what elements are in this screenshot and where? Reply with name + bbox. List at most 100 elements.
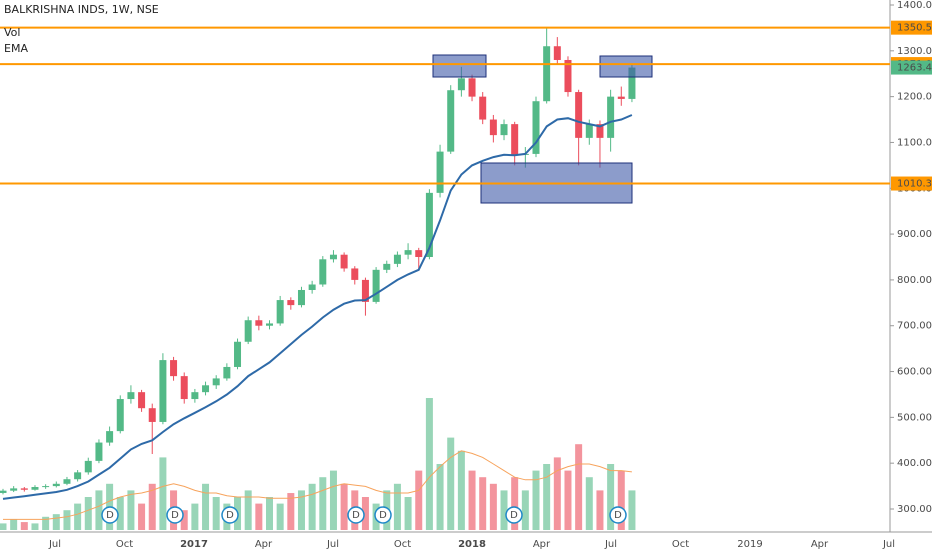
volume-bar <box>148 483 156 530</box>
level-tag <box>891 20 932 35</box>
volume-bar <box>297 490 305 530</box>
y-tick-label: 700.00 <box>897 321 932 332</box>
volume-bar <box>628 490 636 530</box>
x-tick-label: Jul <box>604 539 617 550</box>
candle-body <box>84 460 92 473</box>
y-tick-label: 1200.00 <box>897 92 932 103</box>
candle-body <box>287 300 295 306</box>
y-tick-label: 300.00 <box>897 504 932 515</box>
chart-title: BALKRISHNA INDS, 1W, NSE <box>4 3 159 16</box>
volume-bar <box>116 497 124 530</box>
volume-bar <box>191 503 199 530</box>
dividend-marker <box>101 506 119 524</box>
volume-bar <box>31 523 39 530</box>
volume-bar <box>84 497 92 530</box>
candle-body <box>255 320 263 326</box>
ema-line <box>2 114 633 500</box>
dividend-label: D <box>510 510 518 521</box>
candle-body <box>361 279 369 302</box>
volume-bar <box>244 490 252 530</box>
candle-body <box>329 254 337 260</box>
candle-body <box>479 96 487 120</box>
candle-body <box>212 378 220 386</box>
y-tick-label: 1300.00 <box>897 46 932 57</box>
volume-ma-line <box>3 450 632 520</box>
indicator-label: Vol <box>4 26 20 39</box>
candle-body <box>628 67 636 99</box>
volume-bar <box>308 483 316 530</box>
candle-body <box>95 442 103 461</box>
candle-body <box>138 392 146 409</box>
volume-bar <box>479 477 487 530</box>
candle-body <box>404 250 412 255</box>
volume-bar <box>511 477 519 530</box>
candle-body <box>31 487 39 490</box>
volume-bar <box>127 490 135 530</box>
candle-body <box>191 392 199 400</box>
candle-body <box>308 284 316 290</box>
volume-bar <box>425 398 433 530</box>
volume-bar <box>0 523 7 530</box>
x-tick-label: Jul <box>326 539 339 550</box>
overlay: 1350.551271.051010.351263.45DDDDDDD <box>0 20 932 524</box>
volume-bar <box>95 490 103 530</box>
candle-body <box>553 46 561 60</box>
volume-bar <box>159 457 167 530</box>
dividend-marker <box>347 506 365 524</box>
candle-body <box>457 78 465 91</box>
volume-bar <box>266 497 273 530</box>
volume-bar <box>543 464 551 530</box>
candle-body <box>20 488 28 490</box>
volume-bar <box>212 497 220 530</box>
volume-bar <box>340 483 348 530</box>
volume-bar <box>500 490 508 530</box>
volume-bar <box>74 503 82 530</box>
dividend-label: D <box>226 510 234 521</box>
volume-bar <box>532 470 540 530</box>
candle-body <box>468 78 476 97</box>
y-tick-label: 600.00 <box>897 367 932 378</box>
volume-bar <box>361 497 369 530</box>
volume-bar <box>596 490 604 530</box>
candle-body <box>575 92 583 138</box>
volume-bar <box>42 516 50 530</box>
candle-body <box>596 124 604 138</box>
candle-body <box>180 376 188 400</box>
volume-bar <box>255 503 263 530</box>
candle-body <box>585 124 593 138</box>
volume-bar <box>564 470 572 530</box>
level-tag <box>891 176 932 191</box>
candle-body <box>42 486 50 488</box>
y-tick-label: 900.00 <box>897 229 932 240</box>
volume-bar <box>457 450 465 530</box>
volume-bar <box>575 444 583 530</box>
x-tick-label: Oct <box>116 539 133 550</box>
volume-bar <box>180 510 188 530</box>
indicator-label: EMA <box>4 42 28 55</box>
volume-bar <box>10 519 18 530</box>
candle-body <box>447 90 455 152</box>
candle-body <box>10 488 18 491</box>
candle-body <box>489 119 497 136</box>
candle-body <box>393 254 401 264</box>
y-tick-label: 500.00 <box>897 412 932 423</box>
level-label: 1010.35 <box>897 179 932 190</box>
candle-body <box>276 300 284 324</box>
dividend-label: D <box>614 510 622 521</box>
dividend-marker <box>505 506 523 524</box>
candle-body <box>564 59 572 93</box>
volume-bar <box>607 464 615 530</box>
candle-body <box>415 250 423 257</box>
candle-body <box>223 366 231 379</box>
volume-bar <box>436 464 444 530</box>
volume-bar <box>276 503 284 530</box>
candle-body <box>543 46 551 102</box>
candle-body <box>159 360 167 422</box>
candle-body <box>607 96 615 138</box>
volume-bar <box>63 510 71 530</box>
candle-body <box>74 472 82 480</box>
volume-bar <box>468 470 476 530</box>
volume-bar <box>447 437 455 530</box>
x-tick-label: Apr <box>811 539 829 550</box>
volume-bar <box>52 514 60 530</box>
